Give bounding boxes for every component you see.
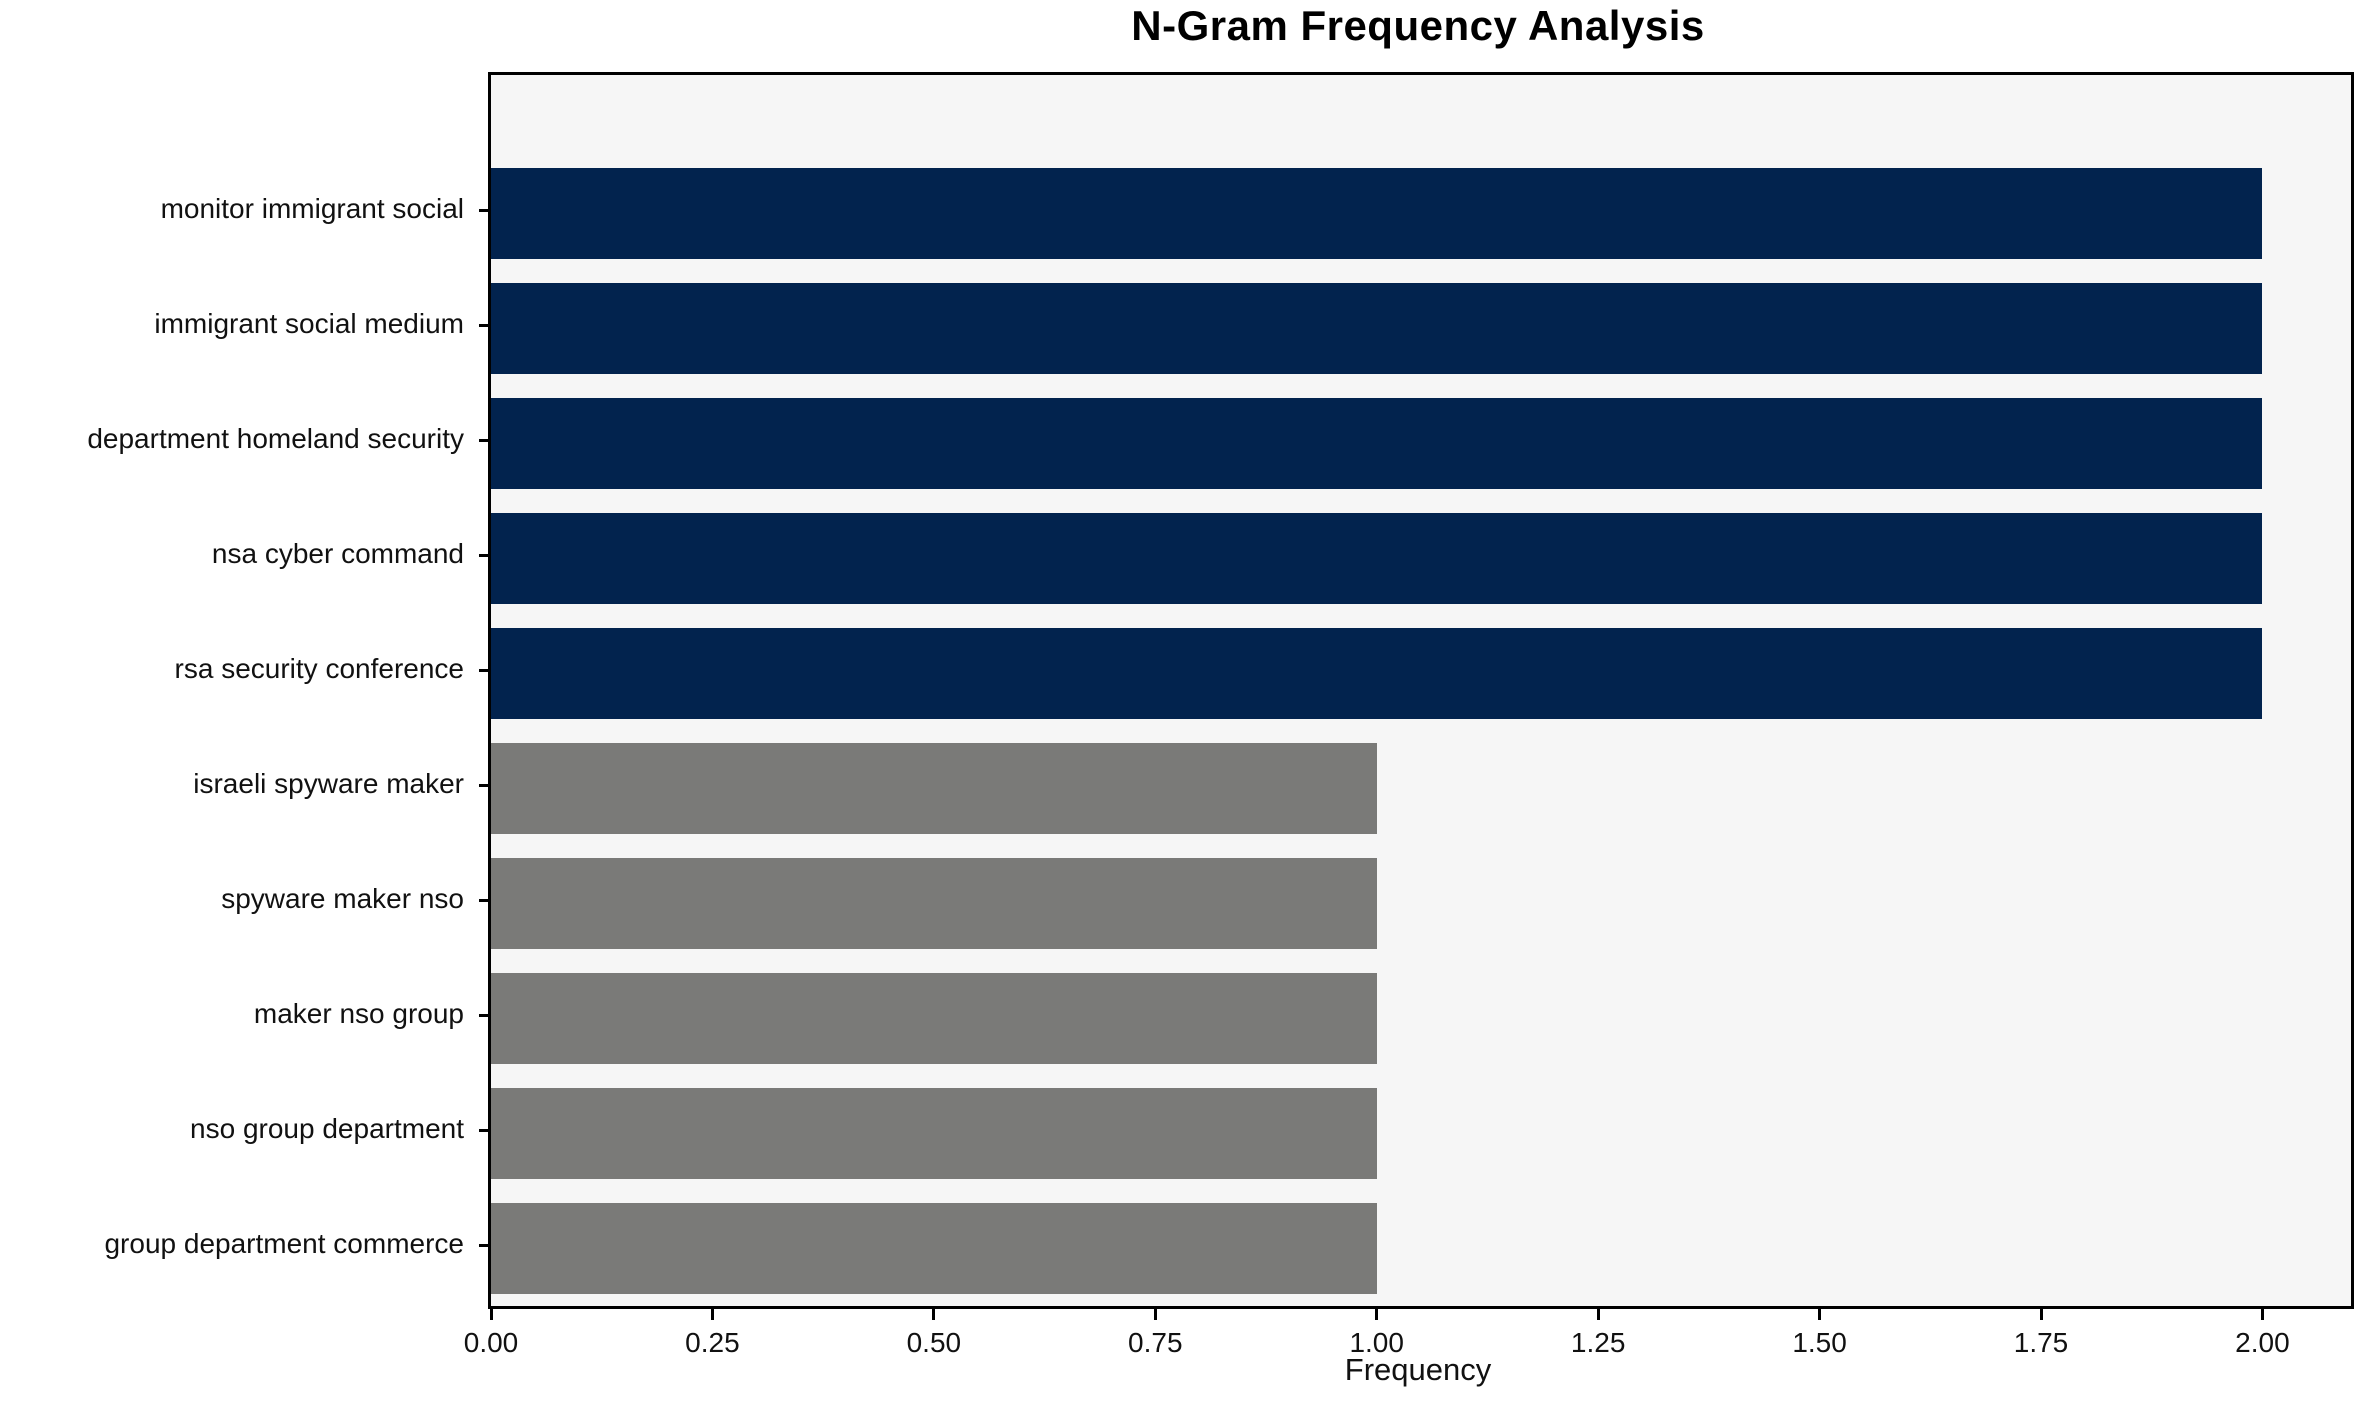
bar-maker-nso-group: [491, 972, 1377, 1064]
x-tick-label: 0.00: [463, 1327, 519, 1358]
x-tick-label: 2.00: [2235, 1327, 2290, 1358]
x-tick-mark: [1818, 1309, 1822, 1320]
x-tick-label: 0.75: [1128, 1327, 1183, 1358]
x-tick-label: 0.25: [685, 1327, 740, 1358]
y-tick-label: group department commerce: [104, 1228, 464, 1260]
x-tick-mark: [932, 1309, 936, 1320]
x-tick-mark: [1596, 1309, 1600, 1320]
bar-rsa-security-conference: [491, 627, 2263, 719]
y-tick-label: immigrant social medium: [154, 308, 464, 340]
y-tick-label: monitor immigrant social: [160, 193, 464, 225]
y-tick-mark: [479, 898, 490, 902]
bar-monitor-immigrant-social: [491, 167, 2263, 259]
x-tick-mark: [489, 1309, 493, 1320]
bar-israeli-spyware-maker: [491, 742, 1377, 834]
y-tick-label: spyware maker nso: [221, 883, 464, 915]
y-tick-label: maker nso group: [253, 998, 464, 1030]
chart-title: N-Gram Frequency Analysis: [1131, 2, 1705, 49]
y-tick-mark: [479, 1243, 490, 1247]
plot-area: [488, 72, 2354, 1309]
x-axis-label: Frequency: [1344, 1352, 1492, 1387]
y-tick-mark: [479, 323, 490, 327]
y-tick-mark: [479, 208, 490, 212]
x-tick-mark: [2260, 1309, 2264, 1320]
y-tick-mark: [479, 438, 490, 442]
y-tick-label: rsa security conference: [174, 653, 464, 685]
y-tick-label: department homeland security: [87, 423, 464, 455]
y-tick-mark: [479, 1128, 490, 1132]
bar-group-department-commerce: [491, 1202, 1377, 1294]
x-tick-label: 1.75: [2013, 1327, 2069, 1358]
bar-nso-group-department: [491, 1087, 1377, 1179]
x-tick-label: 1.00: [1349, 1327, 1404, 1358]
y-tick-mark: [479, 783, 490, 787]
bar-department-homeland-security: [491, 397, 2263, 489]
x-tick-label: 1.25: [1570, 1327, 1626, 1358]
bar-nsa-cyber-command: [491, 512, 2263, 604]
y-tick-label: nsa cyber command: [211, 538, 464, 570]
y-tick-mark: [479, 1013, 490, 1017]
y-tick-mark: [479, 668, 490, 672]
x-tick-mark: [2039, 1309, 2043, 1320]
bar-immigrant-social-medium: [491, 282, 2263, 374]
y-tick-label: nso group department: [190, 1113, 464, 1145]
y-tick-mark: [479, 553, 490, 557]
x-tick-mark: [1153, 1309, 1157, 1320]
x-tick-label: 1.50: [1792, 1327, 1847, 1358]
x-tick-mark: [710, 1309, 714, 1320]
bar-spyware-maker-nso: [491, 857, 1377, 949]
x-tick-mark: [1375, 1309, 1379, 1320]
x-tick-label: 0.50: [906, 1327, 962, 1358]
y-tick-label: israeli spyware maker: [193, 768, 464, 800]
